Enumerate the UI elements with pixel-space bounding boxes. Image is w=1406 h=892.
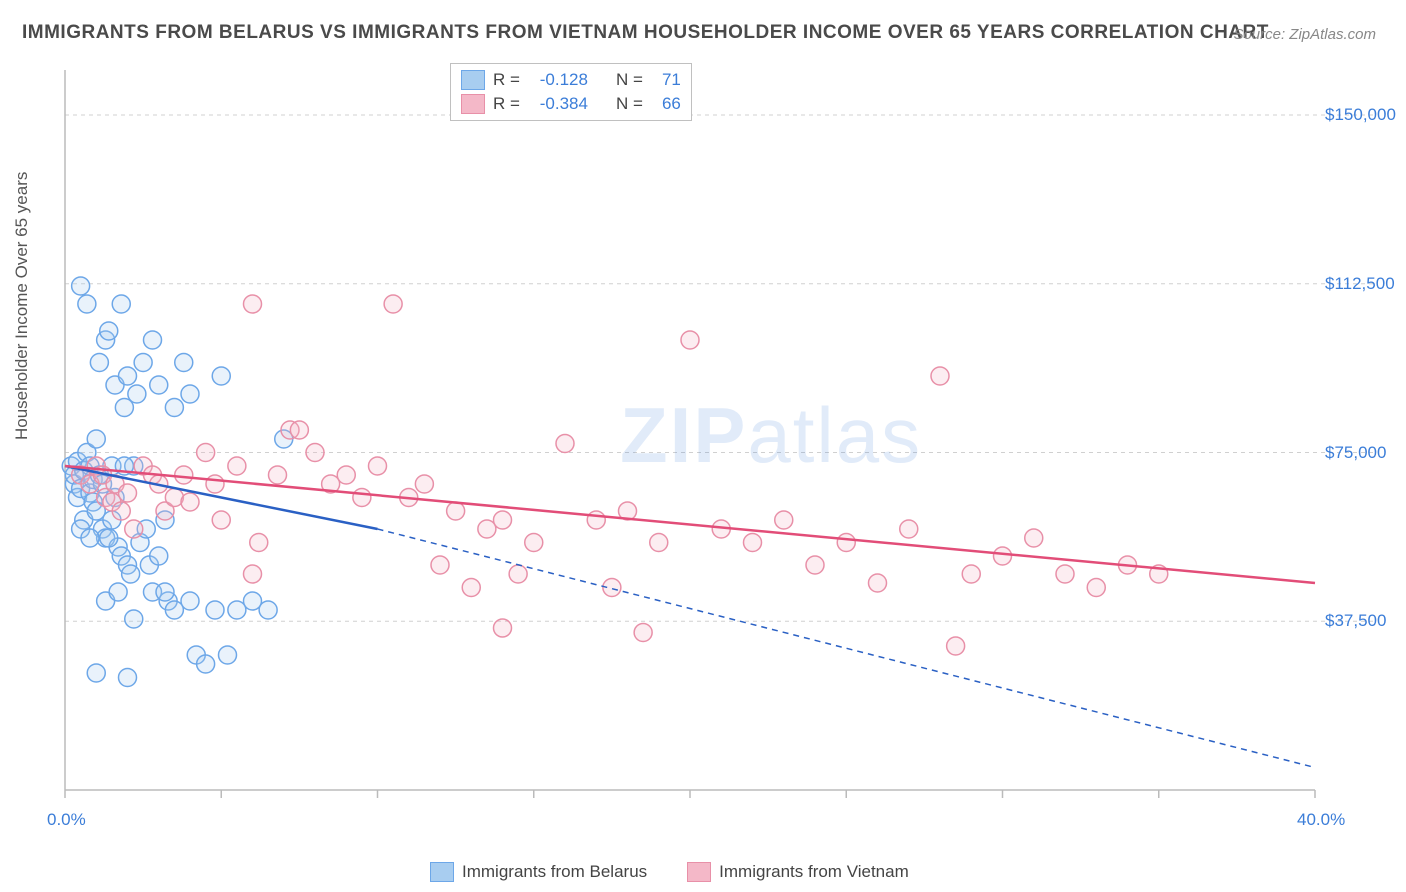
tick-label: $37,500 xyxy=(1325,611,1386,631)
swatch-vietnam-bottom xyxy=(687,862,711,882)
legend-label-belarus: Immigrants from Belarus xyxy=(462,862,647,882)
legend-series: Immigrants from Belarus Immigrants from … xyxy=(430,862,909,882)
legend-item-belarus: Immigrants from Belarus xyxy=(430,862,647,882)
r-value-belarus: -0.128 xyxy=(528,70,588,90)
legend-label-vietnam: Immigrants from Vietnam xyxy=(719,862,909,882)
legend-stats-row-vietnam: R = -0.384 N = 66 xyxy=(461,92,681,116)
tick-label: 40.0% xyxy=(1297,810,1345,830)
n-value-vietnam: 66 xyxy=(651,94,681,114)
tick-label: 0.0% xyxy=(47,810,86,830)
tick-label: $75,000 xyxy=(1325,443,1386,463)
swatch-belarus xyxy=(461,70,485,90)
r-label: R = xyxy=(493,70,520,90)
chart-title: IMMIGRANTS FROM BELARUS VS IMMIGRANTS FR… xyxy=(22,22,1269,44)
legend-stats-row-belarus: R = -0.128 N = 71 xyxy=(461,68,681,92)
n-label: N = xyxy=(616,70,643,90)
y-axis-label: Householder Income Over 65 years xyxy=(12,172,32,440)
tick-label: $150,000 xyxy=(1325,105,1396,125)
swatch-vietnam xyxy=(461,94,485,114)
tick-label: $112,500 xyxy=(1325,274,1395,294)
source-label: Source: ZipAtlas.com xyxy=(1233,26,1376,43)
n-label: N = xyxy=(616,94,643,114)
swatch-belarus-bottom xyxy=(430,862,454,882)
r-value-vietnam: -0.384 xyxy=(528,94,588,114)
legend-item-vietnam: Immigrants from Vietnam xyxy=(687,862,909,882)
r-label: R = xyxy=(493,94,520,114)
n-value-belarus: 71 xyxy=(651,70,681,90)
chart-svg xyxy=(55,60,1385,840)
legend-stats: R = -0.128 N = 71 R = -0.384 N = 66 xyxy=(450,63,692,121)
